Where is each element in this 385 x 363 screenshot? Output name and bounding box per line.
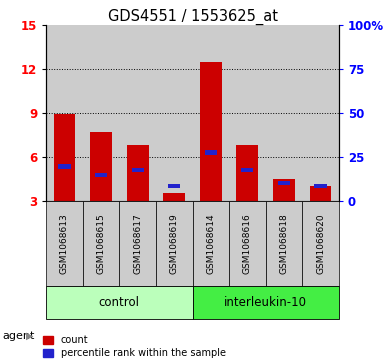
Text: GSM1068615: GSM1068615 [97, 213, 105, 274]
Bar [200, 62, 222, 201]
Text: GSM1068614: GSM1068614 [206, 213, 215, 274]
Bar [127, 145, 149, 201]
Text: interleukin-10: interleukin-10 [224, 296, 307, 309]
Text: GSM1068619: GSM1068619 [170, 213, 179, 274]
Bar [156, 201, 192, 286]
Bar [46, 286, 192, 319]
Bar [266, 201, 302, 286]
Bar [192, 286, 339, 319]
Text: agent: agent [2, 331, 34, 341]
Text: control: control [99, 296, 140, 309]
Bar [54, 114, 75, 201]
Bar [273, 179, 295, 201]
Bar [83, 25, 119, 201]
Bar [83, 201, 119, 286]
Text: ▶: ▶ [26, 331, 33, 341]
Text: GSM1068616: GSM1068616 [243, 213, 252, 274]
Bar [236, 145, 258, 201]
Bar [46, 201, 83, 286]
Bar [315, 184, 326, 188]
Text: GSM1068613: GSM1068613 [60, 213, 69, 274]
Bar [302, 201, 339, 286]
Bar [302, 25, 339, 201]
Bar [241, 168, 253, 172]
Legend: count, percentile rank within the sample: count, percentile rank within the sample [44, 335, 226, 358]
Bar [229, 25, 266, 201]
Bar [229, 201, 266, 286]
Bar [156, 25, 192, 201]
Bar [163, 193, 185, 201]
Bar [59, 164, 70, 169]
Bar [90, 132, 112, 201]
Bar [46, 25, 83, 201]
Bar [95, 173, 107, 178]
Text: GSM1068620: GSM1068620 [316, 213, 325, 274]
Text: GSM1068617: GSM1068617 [133, 213, 142, 274]
Bar [266, 25, 302, 201]
Bar [119, 201, 156, 286]
Bar [132, 168, 144, 172]
Bar [168, 184, 180, 188]
Bar [310, 186, 331, 201]
Bar [278, 181, 290, 185]
Bar [205, 150, 217, 155]
Bar [119, 25, 156, 201]
Bar [192, 25, 229, 201]
Text: GSM1068618: GSM1068618 [280, 213, 288, 274]
Title: GDS4551 / 1553625_at: GDS4551 / 1553625_at [107, 9, 278, 25]
Bar [192, 201, 229, 286]
